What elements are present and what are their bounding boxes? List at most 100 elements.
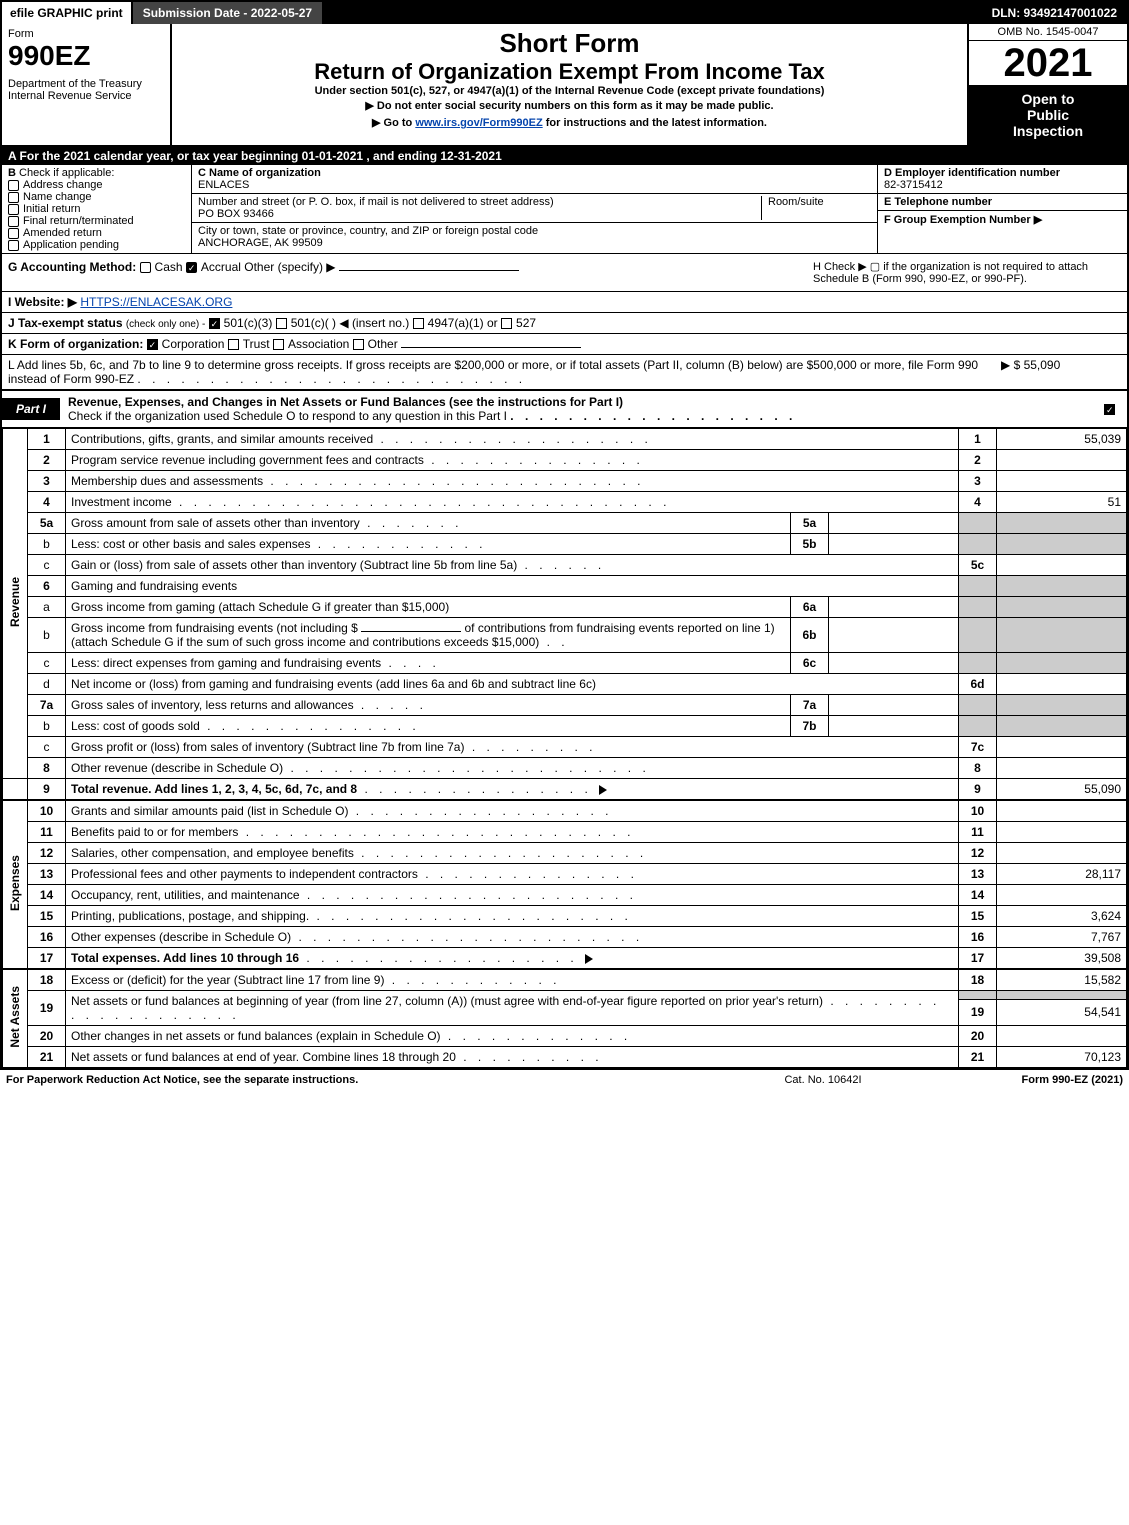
code-6c: 6c (791, 653, 829, 674)
omb-number: OMB No. 1545-0047 (969, 24, 1127, 41)
line-7a-desc: Gross sales of inventory, less returns a… (71, 698, 354, 712)
part-1-title: Revenue, Expenses, and Changes in Net As… (60, 391, 1096, 427)
chk-accrual[interactable] (186, 262, 197, 273)
return-title: Return of Organization Exempt From Incom… (176, 59, 963, 85)
line-6b-amount-field[interactable] (361, 631, 461, 632)
website-link[interactable]: HTTPS://ENLACESAK.ORG (80, 295, 232, 309)
part-1-tab: Part I (2, 398, 60, 420)
tax-year: 2021 (969, 41, 1127, 85)
num-5a: 5a (28, 513, 66, 534)
footer-mid: Cat. No. 10642I (723, 1074, 923, 1086)
open-1: Open to (973, 91, 1123, 107)
col-def: D Employer identification number 82-3715… (877, 165, 1127, 253)
line-10-desc: Grants and similar amounts paid (list in… (71, 804, 348, 818)
line-4-desc: Investment income (71, 495, 172, 509)
num-8: 8 (28, 758, 66, 779)
l-dots: . . . . . . . . . . . . . . . . . . . . … (137, 372, 526, 386)
code-4: 4 (959, 492, 997, 513)
code-14: 14 (959, 885, 997, 906)
lbl-corporation: Corporation (162, 337, 225, 351)
code-7b: 7b (791, 716, 829, 737)
part-1-dots: . . . . . . . . . . . . . . . . . . . . (510, 409, 796, 423)
row-j: J Tax-exempt status (check only one) - 5… (2, 313, 1127, 334)
code-6a: 6a (791, 597, 829, 618)
line-15-desc: Printing, publications, postage, and shi… (71, 909, 309, 923)
num-6c: c (28, 653, 66, 674)
num-18: 18 (28, 970, 66, 991)
amt-10 (997, 801, 1127, 822)
lbl-501c: 501(c)( ) ◀ (insert no.) (291, 316, 410, 330)
line-5a-desc: Gross amount from sale of assets other t… (71, 516, 360, 530)
amt-8 (997, 758, 1127, 779)
efile-print[interactable]: efile GRAPHIC print (2, 2, 131, 24)
code-6a-grey (959, 597, 997, 618)
lbl-final-return: Final return/terminated (23, 215, 134, 227)
chk-association[interactable] (273, 339, 284, 350)
chk-501c3[interactable] (209, 318, 220, 329)
code-21: 21 (959, 1047, 997, 1068)
chk-address-change[interactable] (8, 180, 19, 191)
chk-4947[interactable] (413, 318, 424, 329)
chk-initial-return[interactable] (8, 204, 19, 215)
chk-name-change[interactable] (8, 192, 19, 203)
num-1: 1 (28, 429, 66, 450)
section-b-to-f: B Check if applicable: Address change Na… (2, 165, 1127, 254)
amt-6c-inner (829, 653, 959, 674)
code-5a-grey (959, 513, 997, 534)
code-3: 3 (959, 471, 997, 492)
chk-amended-return[interactable] (8, 228, 19, 239)
amt-21: 70,123 (997, 1047, 1127, 1068)
chk-cash[interactable] (140, 262, 151, 273)
chk-other-org[interactable] (353, 339, 364, 350)
num-14: 14 (28, 885, 66, 906)
c-city-label: City or town, state or province, country… (198, 225, 871, 237)
lbl-4947: 4947(a)(1) or (428, 316, 498, 330)
chk-trust[interactable] (228, 339, 239, 350)
code-6b: 6b (791, 618, 829, 653)
amt-7b-grey (997, 716, 1127, 737)
side-revenue: Revenue (3, 429, 28, 779)
amt-18: 15,582 (997, 970, 1127, 991)
line-6-desc: Gaming and fundraising events (71, 579, 237, 593)
code-11: 11 (959, 822, 997, 843)
chk-527[interactable] (501, 318, 512, 329)
line-20-desc: Other changes in net assets or fund bala… (71, 1029, 441, 1043)
num-20: 20 (28, 1026, 66, 1047)
amt-5b-grey (997, 534, 1127, 555)
header-right: OMB No. 1545-0047 2021 Open to Public In… (967, 24, 1127, 145)
code-6c-grey (959, 653, 997, 674)
chk-501c[interactable] (276, 318, 287, 329)
chk-application-pending[interactable] (8, 240, 19, 251)
goto-link[interactable]: www.irs.gov/Form990EZ (415, 117, 542, 129)
code-18: 18 (959, 970, 997, 991)
amt-7b-inner (829, 716, 959, 737)
lbl-other-org: Other (368, 337, 398, 351)
col-c: C Name of organization ENLACES Number an… (192, 165, 877, 253)
amt-6d (997, 674, 1127, 695)
code-5a: 5a (791, 513, 829, 534)
other-specify-field[interactable] (339, 270, 519, 271)
code-17: 17 (959, 948, 997, 969)
other-org-field[interactable] (401, 347, 581, 348)
code-15: 15 (959, 906, 997, 927)
h-text: H Check ▶ ▢ if the organization is not r… (813, 261, 1088, 285)
part-1-title-text: Revenue, Expenses, and Changes in Net As… (68, 395, 623, 409)
dln: DLN: 93492147001022 (982, 2, 1127, 24)
amt-12 (997, 843, 1127, 864)
c-street-label: Number and street (or P. O. box, if mail… (198, 196, 761, 208)
l-amount: ▶ $ 55,090 (1001, 358, 1121, 386)
code-7c: 7c (959, 737, 997, 758)
amt-4: 51 (997, 492, 1127, 513)
side-net-label: Net Assets (8, 986, 22, 1048)
part-1-header: Part I Revenue, Expenses, and Changes in… (2, 390, 1127, 428)
col-b: B Check if applicable: Address change Na… (2, 165, 192, 253)
line-3-desc: Membership dues and assessments (71, 474, 263, 488)
row-k: K Form of organization: Corporation Trus… (2, 334, 1127, 355)
chk-final-return[interactable] (8, 216, 19, 227)
code-20: 20 (959, 1026, 997, 1047)
code-5b: 5b (791, 534, 829, 555)
lbl-cash: Cash (155, 260, 183, 274)
chk-corporation[interactable] (147, 339, 158, 350)
f-group-label: F Group Exemption Number ▶ (884, 214, 1042, 226)
chk-schedule-o[interactable] (1104, 404, 1115, 415)
